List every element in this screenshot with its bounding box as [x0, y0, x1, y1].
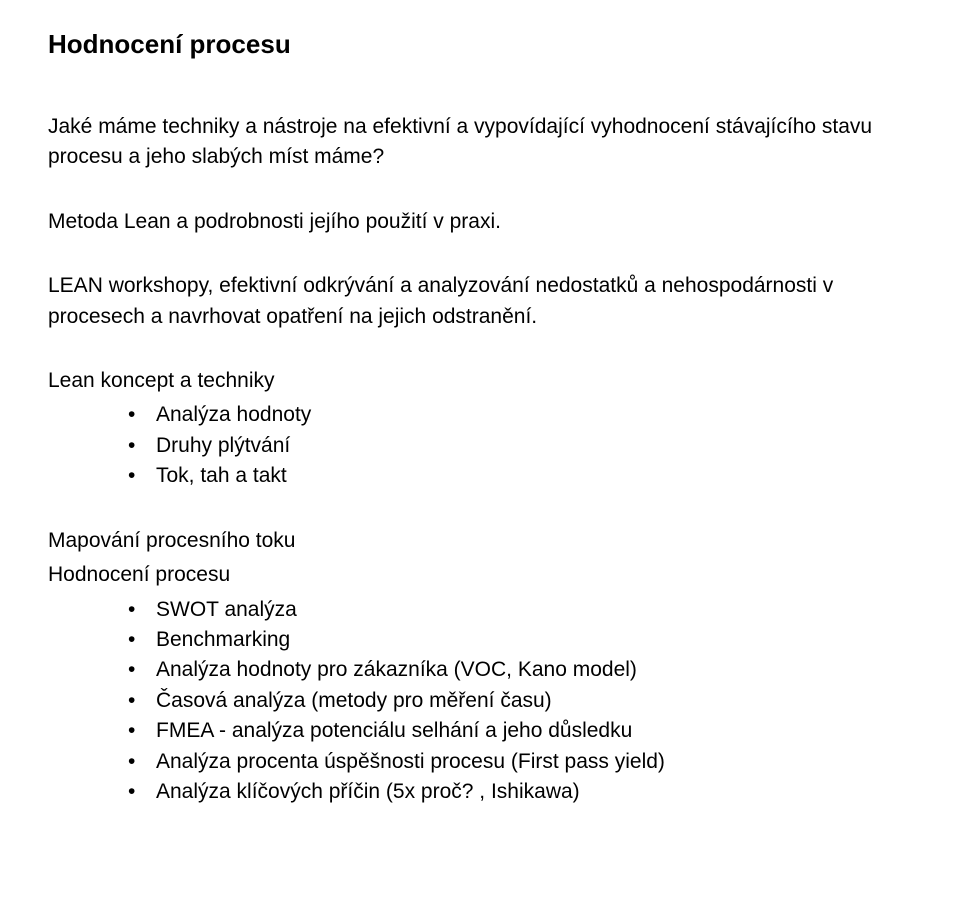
list-item: Časová analýza (metody pro měření času) [128, 686, 912, 716]
page-title: Hodnocení procesu [48, 28, 912, 62]
list-item: Tok, tah a takt [128, 461, 912, 491]
section-2-list: SWOT analýza Benchmarking Analýza hodnot… [48, 595, 912, 808]
section-2-heading-1: Mapování procesního toku [48, 526, 912, 556]
list-item: Druhy plýtvání [128, 431, 912, 461]
document-page: Hodnocení procesu Jaké máme techniky a n… [0, 0, 960, 848]
list-item: Analýza procenta úspěšnosti procesu (Fir… [128, 747, 912, 777]
section-1-heading: Lean koncept a techniky [48, 366, 912, 396]
intro-paragraph-3: LEAN workshopy, efektivní odkrývání a an… [48, 271, 912, 332]
list-item: SWOT analýza [128, 595, 912, 625]
list-item: Analýza klíčových příčin (5x proč? , Ish… [128, 777, 912, 807]
list-item: Analýza hodnoty [128, 400, 912, 430]
intro-paragraph-1: Jaké máme techniky a nástroje na efektiv… [48, 112, 912, 173]
list-item: Analýza hodnoty pro zákazníka (VOC, Kano… [128, 655, 912, 685]
section-1-list: Analýza hodnoty Druhy plýtvání Tok, tah … [48, 400, 912, 491]
list-item: FMEA - analýza potenciálu selhání a jeho… [128, 716, 912, 746]
intro-paragraph-2: Metoda Lean a podrobnosti jejího použití… [48, 207, 912, 237]
section-2-heading-2: Hodnocení procesu [48, 560, 912, 590]
list-item: Benchmarking [128, 625, 912, 655]
